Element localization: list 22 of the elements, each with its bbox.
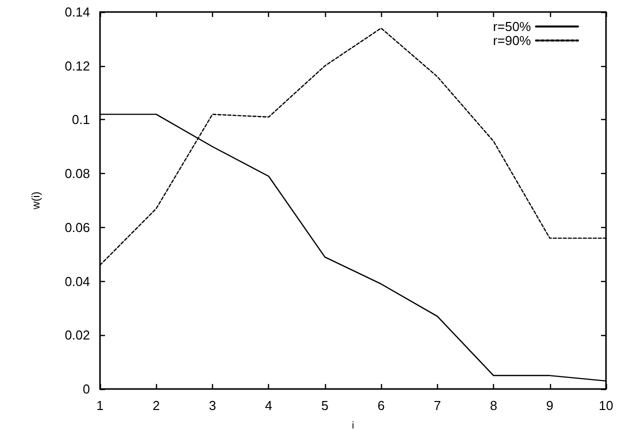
x-tick-label: 2 (152, 398, 160, 413)
x-tick-label: 3 (208, 398, 216, 413)
y-tick-label: 0 (82, 382, 90, 396)
legend-label: r=50% (493, 19, 532, 34)
y-tick-label: 0.12 (64, 58, 90, 74)
y-tick-label: 0.08 (64, 166, 90, 182)
x-tick-label: 1 (96, 398, 104, 413)
y-axis-title: w(i) (30, 192, 42, 210)
x-tick-label: 7 (434, 398, 441, 413)
legend-label: r=90% (493, 33, 532, 48)
x-tick-label: 6 (377, 398, 385, 413)
x-tick-label: 5 (321, 398, 329, 413)
y-tick-label: 0.06 (64, 220, 90, 235)
y-tick-label: 0.14 (64, 4, 90, 20)
y-tick-label: 0.04 (64, 274, 90, 289)
x-tick-label: 9 (546, 398, 554, 413)
y-tick-label: 0.1 (72, 112, 90, 128)
x-axis-title: i (352, 420, 354, 432)
x-tick-label: 4 (265, 398, 272, 413)
y-tick-label: 0.02 (64, 328, 90, 343)
x-tick-label: 8 (490, 398, 498, 413)
x-tick-label: 10 (598, 398, 614, 413)
